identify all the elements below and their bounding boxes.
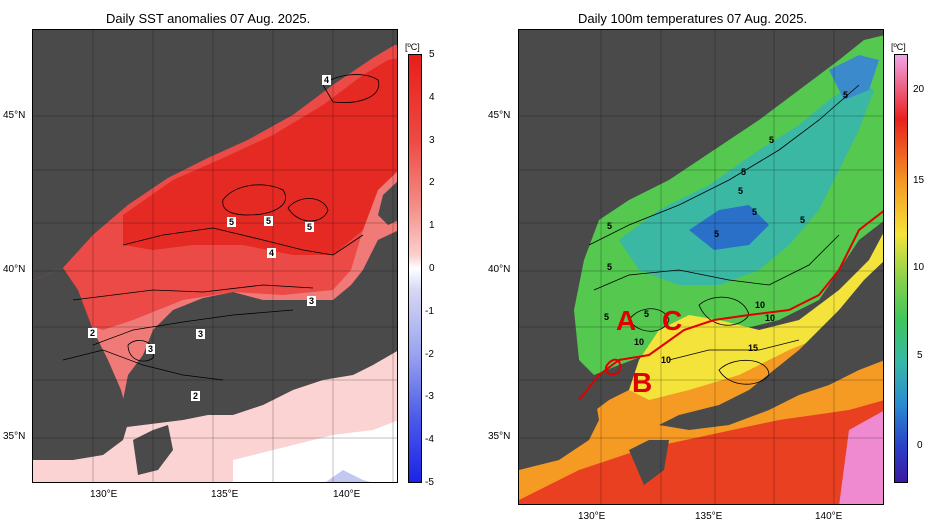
graticule xyxy=(33,30,397,482)
land-korea xyxy=(33,268,129,460)
contour-label: 5 xyxy=(305,222,315,232)
contour-label: 5 xyxy=(741,167,747,177)
sea-blue xyxy=(829,55,879,100)
contour-label: 10 xyxy=(634,337,645,347)
right-lon-label: 140°E xyxy=(815,511,843,522)
left-colorbar-tick: -3 xyxy=(425,391,434,402)
contour-label: 5 xyxy=(607,221,613,231)
contour-label: 5 xyxy=(607,262,613,272)
land-hokkaido xyxy=(378,181,397,225)
left-panel-title: Daily SST anomalies 07 Aug. 2025. xyxy=(106,11,311,26)
contour-label: 5 xyxy=(843,90,849,100)
sea-yellow xyxy=(629,233,883,400)
land-japan xyxy=(173,230,397,415)
contour-label: 5 xyxy=(769,135,775,145)
contour-label: 3 xyxy=(196,329,206,339)
right-colorbar-tick: 5 xyxy=(917,350,923,361)
left-colorbar-tick: 1 xyxy=(429,220,435,231)
region-label-a: A xyxy=(616,305,637,336)
left-colorbar-tick: 4 xyxy=(429,92,435,103)
graticule xyxy=(519,30,883,504)
polar-front-loop xyxy=(605,358,621,376)
left-colorbar-tick: -2 xyxy=(425,349,434,360)
right-colorbar-tick: 15 xyxy=(913,175,925,186)
contour-label: 4 xyxy=(267,248,277,258)
right-panel-title: Daily 100m temperatures 07 Aug. 2025. xyxy=(578,11,808,26)
sst-anomaly-map: 4 5 5 5 4 3 3 3 2 2 xyxy=(32,29,398,483)
land-kyushu xyxy=(629,440,669,485)
right-colorbar-tick: 10 xyxy=(913,262,925,273)
right-lat-label: 40°N xyxy=(488,264,511,275)
contour-label: 5 xyxy=(604,312,610,322)
contour-label: 3 xyxy=(146,344,156,354)
pink-water xyxy=(839,411,883,504)
hot-water xyxy=(519,400,883,504)
left-colorbar-tick: 0 xyxy=(429,263,435,274)
left-lon-label: 130°E xyxy=(90,489,118,500)
sea-area-3 xyxy=(123,58,397,255)
sea-south-2 xyxy=(233,420,397,482)
sst-anomaly-colorbar xyxy=(408,54,422,483)
left-colorbar-unit: [ºC] xyxy=(405,42,420,52)
contour-label: 4 xyxy=(322,75,332,85)
contours xyxy=(62,74,380,381)
left-colorbar-tick: -4 xyxy=(425,434,434,445)
left-colorbar-tick: 2 xyxy=(429,177,435,188)
contour-label: 15 xyxy=(748,343,759,353)
left-colorbar-tick: -5 xyxy=(425,477,434,488)
right-lon-label: 130°E xyxy=(578,511,606,522)
contour-label: 2 xyxy=(191,391,201,401)
sst-anomaly-map-graphic xyxy=(33,30,397,482)
right-colorbar-unit: [ºC] xyxy=(891,42,906,52)
temp-100m-map-graphic xyxy=(519,30,883,504)
right-lat-label: 45°N xyxy=(488,110,511,121)
left-colorbar-tick: 5 xyxy=(429,49,435,60)
left-lat-label: 40°N xyxy=(3,264,26,275)
right-lon-label: 135°E xyxy=(695,511,723,522)
sea-deep xyxy=(689,205,769,250)
contour-label: 5 xyxy=(227,217,237,227)
contour-label: 5 xyxy=(738,186,744,196)
sea-south-3 xyxy=(325,470,371,482)
contour-label: 10 xyxy=(661,355,672,365)
left-colorbar-tick: 3 xyxy=(429,135,435,146)
right-lat-label: 35°N xyxy=(488,431,511,442)
contour-label: 10 xyxy=(765,313,776,323)
contour-label: 2 xyxy=(88,328,98,338)
contour-label: 5 xyxy=(264,216,274,226)
left-lon-label: 135°E xyxy=(211,489,239,500)
contour-label: 10 xyxy=(755,300,766,310)
right-colorbar-tick: 20 xyxy=(913,84,925,95)
polar-front-line xyxy=(578,210,883,401)
right-colorbar-tick: 0 xyxy=(917,440,923,451)
region-label-b: B xyxy=(632,367,653,398)
contour-label: 5 xyxy=(752,207,758,217)
temp-100m-colorbar xyxy=(894,54,908,483)
temp-100m-map: 5 5 5 5 5 5 5 5 5 5 5 10 10 10 10 15 A B… xyxy=(518,29,884,505)
land-korea xyxy=(519,285,599,470)
left-lat-label: 35°N xyxy=(3,431,26,442)
left-colorbar-tick: -1 xyxy=(425,306,434,317)
contour-label: 3 xyxy=(307,296,317,306)
contour-label: 5 xyxy=(800,215,806,225)
region-label-c: C xyxy=(662,305,683,336)
land-japan xyxy=(659,261,883,430)
contour-label: 5 xyxy=(644,309,650,319)
left-lat-label: 45°N xyxy=(3,110,26,121)
contour-label: 5 xyxy=(714,229,720,239)
left-lon-label: 140°E xyxy=(333,489,361,500)
sea-cyan xyxy=(619,80,874,285)
